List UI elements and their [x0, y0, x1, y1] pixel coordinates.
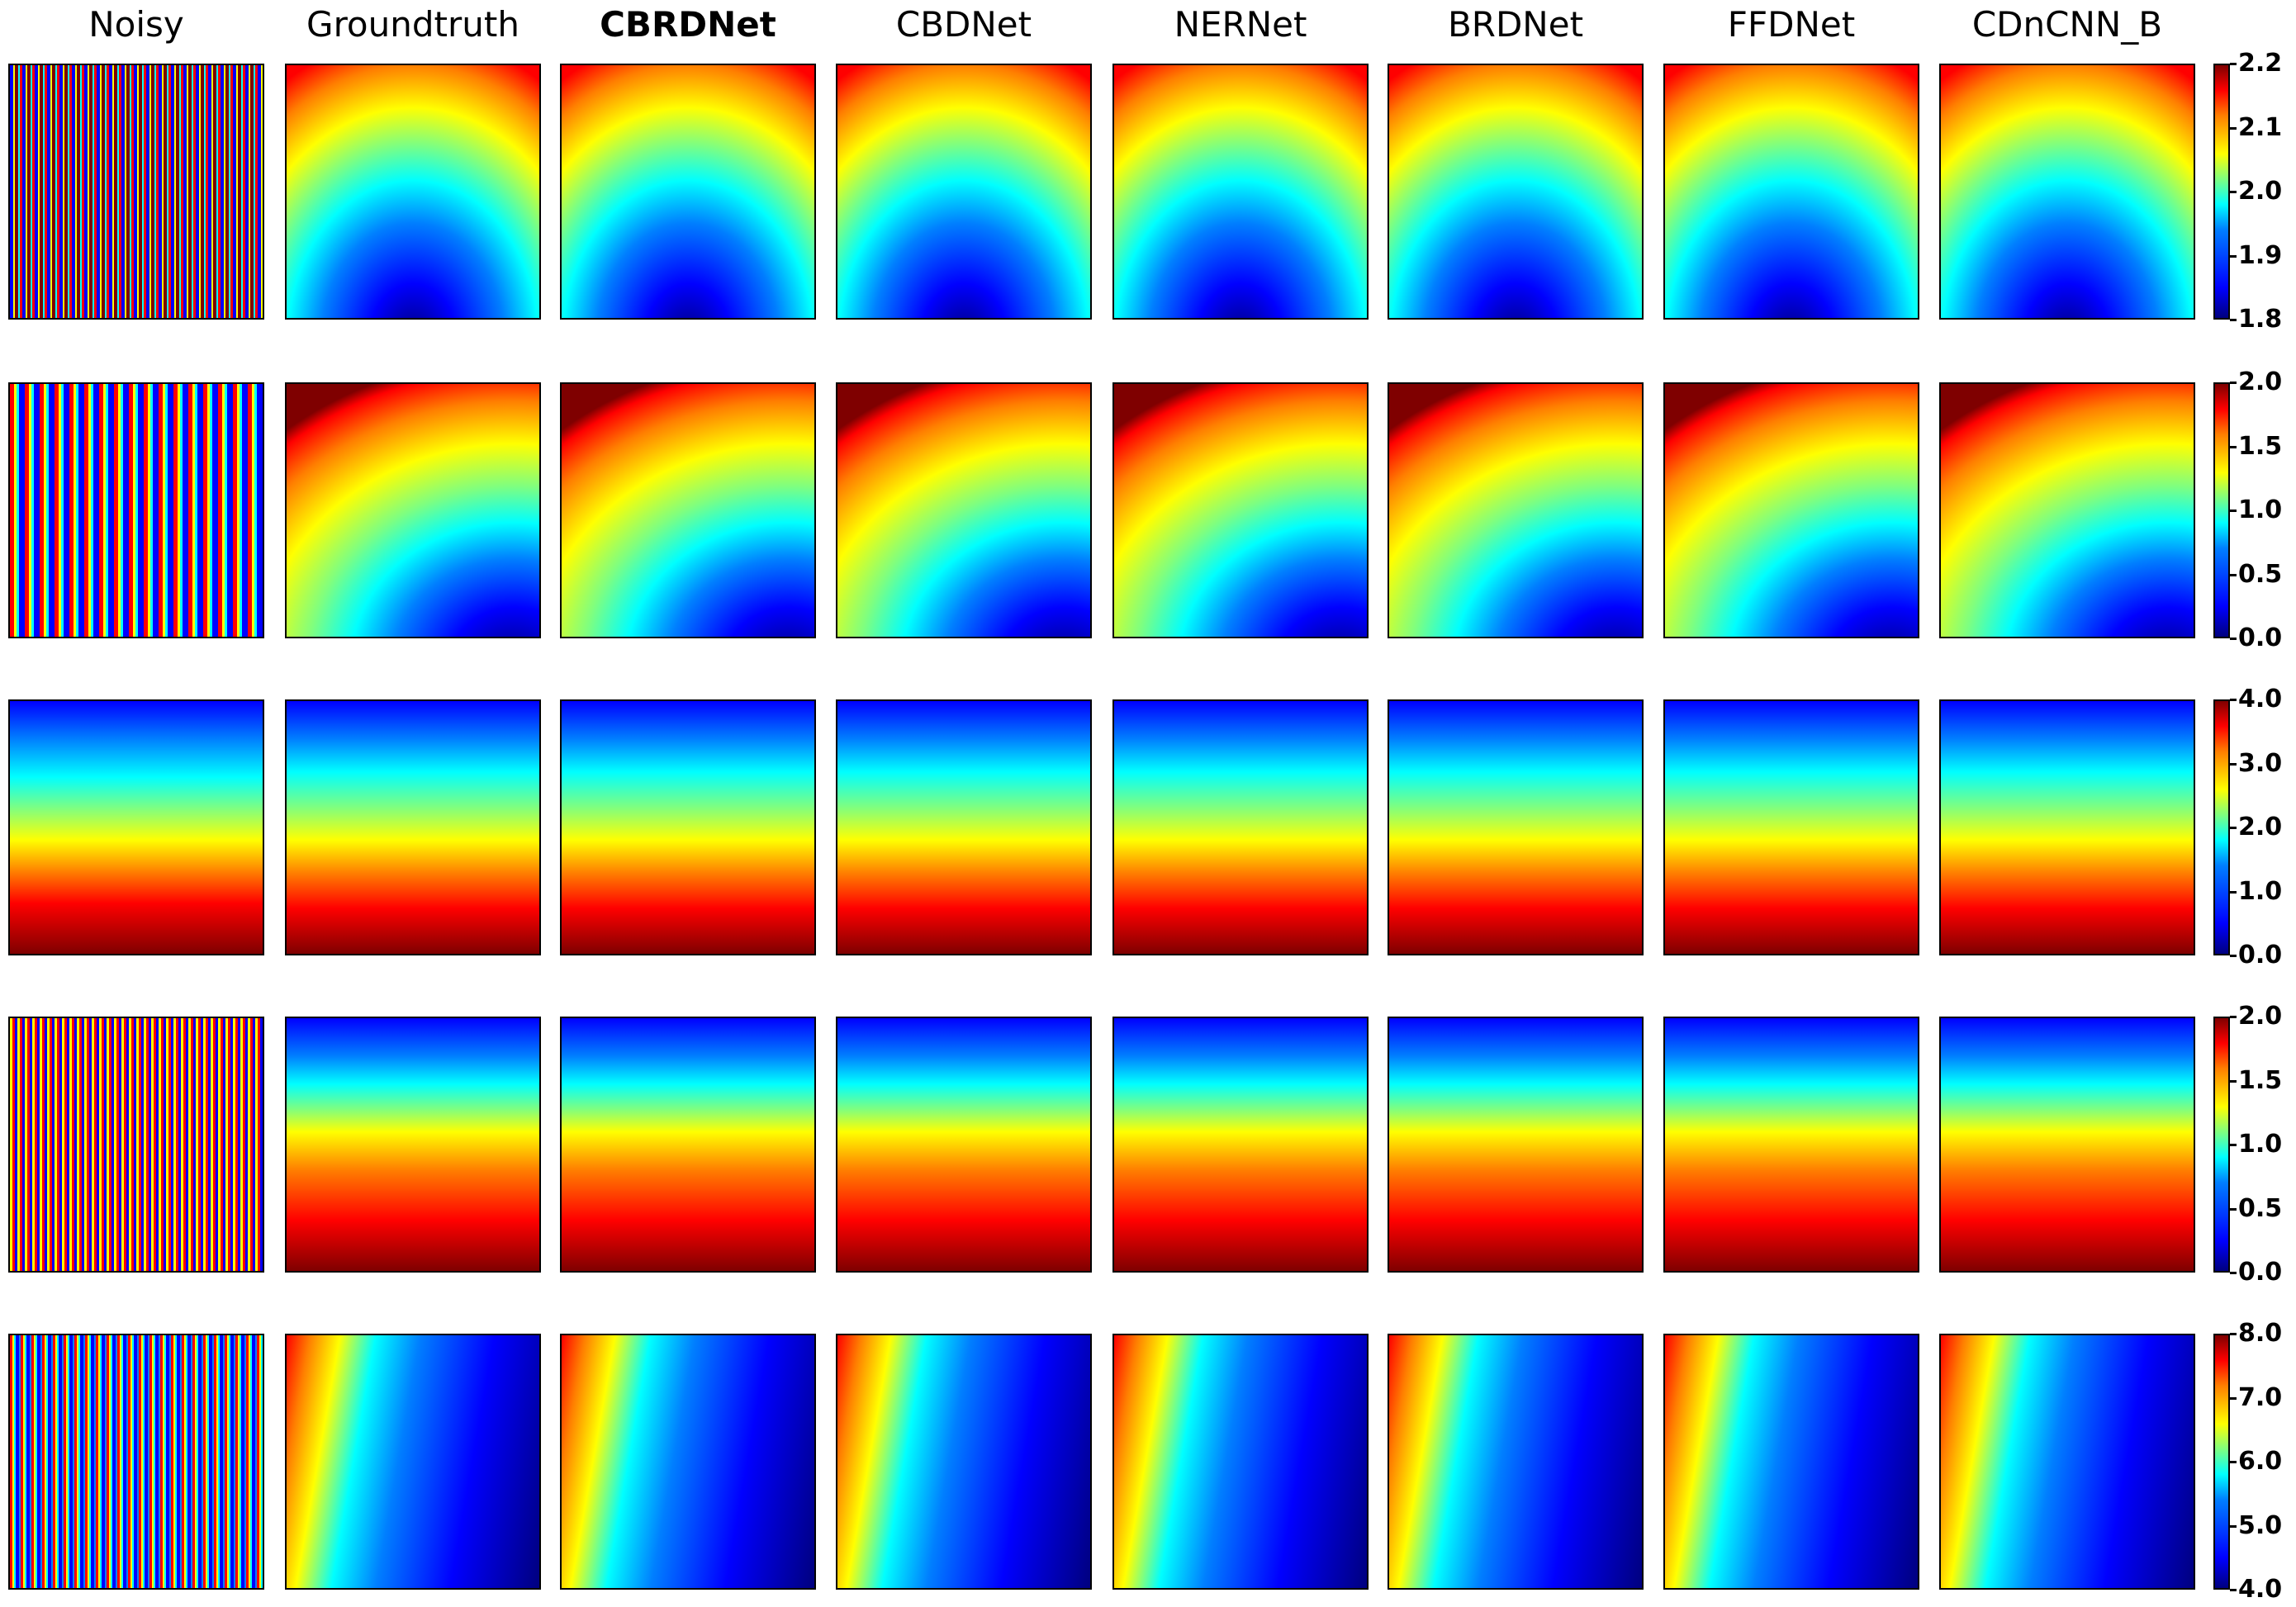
panel-row5-nernet	[1112, 1334, 1369, 1590]
panel-row4-cbdnet	[836, 1017, 1092, 1273]
panel-row3-cdncnn-b	[1939, 699, 2195, 955]
colorbar-tick-label: 1.0	[2230, 879, 2282, 904]
panel-row3-ffdnet	[1663, 699, 1919, 955]
panel-row5-ffdnet	[1663, 1334, 1919, 1590]
panel-row1-groundtruth	[285, 64, 541, 320]
colorbar-row1	[2213, 64, 2230, 320]
colorbar-tick-label: 3.0	[2230, 751, 2282, 776]
column-title-cbrdnet: CBRDNet	[600, 4, 776, 45]
colorbar-tick-label: 2.0	[2230, 370, 2282, 395]
panel-row4-brdnet	[1388, 1017, 1644, 1273]
panel-row1-cbrdnet	[560, 64, 816, 320]
panel-row2-cbrdnet	[560, 382, 816, 638]
panel-row5-cbrdnet	[560, 1334, 816, 1590]
panel-row5-groundtruth	[285, 1334, 541, 1590]
panel-row4-groundtruth	[285, 1017, 541, 1273]
colorbar-tick-label: 5.0	[2230, 1513, 2282, 1538]
colorbar-tick-label: 0.0	[2230, 943, 2282, 968]
colorbar-row2	[2213, 382, 2230, 638]
panel-row5-brdnet	[1388, 1334, 1644, 1590]
panel-row3-noisy	[8, 699, 264, 955]
column-title-noisy: Noisy	[88, 4, 184, 45]
panel-row1-noisy	[8, 64, 264, 320]
panel-row4-noisy	[8, 1017, 264, 1273]
colorbar-tick-label: 7.0	[2230, 1385, 2282, 1410]
colorbar-row3	[2213, 699, 2230, 955]
colorbar-tick-label: 2.2	[2230, 51, 2282, 76]
column-title-cbdnet: CBDNet	[895, 4, 1032, 45]
panel-row4-ffdnet	[1663, 1017, 1919, 1273]
colorbar-tick-label: 0.0	[2230, 626, 2282, 651]
panel-row4-cbrdnet	[560, 1017, 816, 1273]
panel-row2-cbdnet	[836, 382, 1092, 638]
colorbar-row5	[2213, 1334, 2230, 1590]
colorbar-tick-label: 1.5	[2230, 434, 2282, 459]
panel-row3-nernet	[1112, 699, 1369, 955]
column-title-ffdnet: FFDNet	[1727, 4, 1856, 45]
panel-row3-brdnet	[1388, 699, 1644, 955]
colorbar-tick-label: 4.0	[2230, 1577, 2282, 1602]
panel-row1-nernet	[1112, 64, 1369, 320]
colorbar-tick-label: 2.1	[2230, 115, 2282, 140]
panel-row5-cdncnn-b	[1939, 1334, 2195, 1590]
panel-row2-nernet	[1112, 382, 1369, 638]
panel-row5-noisy	[8, 1334, 264, 1590]
panel-row2-groundtruth	[285, 382, 541, 638]
column-title-cdncnn-b: CDnCNN_B	[1971, 4, 2163, 45]
column-title-groundtruth: Groundtruth	[306, 4, 519, 45]
colorbar-tick-label: 0.5	[2230, 1196, 2282, 1221]
colorbar-tick-label: 1.0	[2230, 498, 2282, 523]
colorbar-tick-label: 0.5	[2230, 562, 2282, 587]
panel-row1-brdnet	[1388, 64, 1644, 320]
panel-row2-brdnet	[1388, 382, 1644, 638]
panel-row2-ffdnet	[1663, 382, 1919, 638]
colorbar-tick-label: 8.0	[2230, 1321, 2282, 1346]
colorbar-row4	[2213, 1017, 2230, 1273]
column-title-nernet: NERNet	[1174, 4, 1307, 45]
colorbar-tick-label: 6.0	[2230, 1449, 2282, 1474]
panel-row3-groundtruth	[285, 699, 541, 955]
panel-row2-noisy	[8, 382, 264, 638]
panel-row1-ffdnet	[1663, 64, 1919, 320]
colorbar-tick-label: 1.0	[2230, 1132, 2282, 1157]
panel-row4-cdncnn-b	[1939, 1017, 2195, 1273]
panel-row3-cbrdnet	[560, 699, 816, 955]
colorbar-tick-label: 4.0	[2230, 687, 2282, 712]
colorbar-tick-label: 2.0	[2230, 1004, 2282, 1029]
panel-row1-cdncnn-b	[1939, 64, 2195, 320]
panel-row1-cbdnet	[836, 64, 1092, 320]
colorbar-tick-label: 1.9	[2230, 243, 2282, 268]
panel-row2-cdncnn-b	[1939, 382, 2195, 638]
colorbar-tick-label: 1.8	[2230, 307, 2282, 332]
panel-row3-cbdnet	[836, 699, 1092, 955]
colorbar-tick-label: 2.0	[2230, 815, 2282, 840]
panel-row4-nernet	[1112, 1017, 1369, 1273]
colorbar-tick-label: 1.5	[2230, 1068, 2282, 1093]
colorbar-tick-label: 0.0	[2230, 1260, 2282, 1285]
colorbar-tick-label: 2.0	[2230, 179, 2282, 204]
column-title-brdnet: BRDNet	[1447, 4, 1584, 45]
panel-row5-cbdnet	[836, 1334, 1092, 1590]
